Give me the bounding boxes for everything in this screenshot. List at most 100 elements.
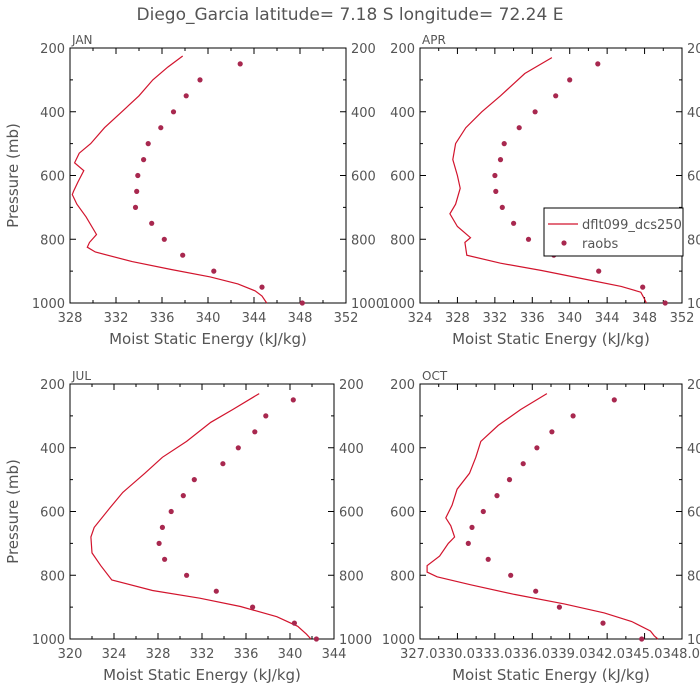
raob-point — [553, 93, 559, 99]
raob-point — [465, 540, 471, 547]
y-tick-label-right: 1000 — [687, 297, 700, 312]
y-axis-label: Pressure (mb) — [4, 123, 22, 228]
raob-point — [508, 572, 514, 578]
x-tick-label: 324 — [102, 647, 127, 662]
plot-frame — [69, 383, 335, 640]
panel-label: JUL — [71, 369, 91, 383]
raob-point — [595, 61, 601, 67]
raob-point — [600, 620, 606, 626]
raob-point — [570, 413, 576, 419]
y-tick-label-right: 800 — [351, 233, 376, 248]
raob-point — [149, 220, 155, 226]
y-tick-label: 200 — [390, 378, 415, 393]
y-tick-label: 400 — [390, 106, 415, 121]
x-tick-label: 348 — [288, 311, 313, 326]
y-axis-label: Pressure (mb) — [4, 459, 22, 564]
raob-point — [662, 300, 668, 306]
raob-point — [549, 429, 555, 435]
x-tick-label: 336 — [150, 311, 175, 326]
raob-point — [159, 524, 165, 531]
y-tick-label-right: 800 — [687, 233, 700, 248]
y-tick-label: 1000 — [382, 633, 415, 648]
y-tick-label-right: 400 — [687, 442, 700, 457]
raob-point — [567, 77, 573, 83]
x-tick-label: 344 — [595, 311, 620, 326]
y-tick-label: 1000 — [382, 297, 415, 312]
x-axis-label: Moist Static Energy (kJ/kg) — [452, 666, 650, 684]
raob-point — [263, 413, 269, 419]
raob-point — [313, 636, 319, 642]
raob-point — [191, 477, 197, 483]
y-tick-label-right: 800 — [687, 569, 700, 584]
raob-point — [250, 604, 256, 610]
x-tick-label: 352 — [670, 311, 695, 326]
x-tick-label: 332 — [482, 311, 507, 326]
raob-point — [534, 445, 540, 451]
legend-dots-label: raobs — [582, 237, 619, 252]
raob-point — [556, 604, 563, 610]
raob-point — [237, 61, 243, 67]
model-line — [449, 57, 647, 304]
x-tick-label: 336 — [520, 311, 545, 326]
x-tick-label: 340 — [196, 311, 221, 326]
raob-point — [291, 620, 297, 626]
y-tick-label-right: 600 — [687, 506, 700, 521]
legend-box — [543, 207, 684, 257]
raob-point — [184, 572, 190, 578]
x-tick-label: 332 — [104, 311, 129, 326]
raob-point — [145, 141, 151, 147]
panel-label: JAN — [71, 33, 93, 47]
x-tick-label: 344 — [242, 311, 267, 326]
y-tick-label: 1000 — [32, 297, 65, 312]
figure-title: Diego_Garcia latitude= 7.18 S longitude=… — [137, 5, 564, 25]
raob-point — [480, 508, 486, 515]
raob-point — [135, 172, 141, 179]
y-tick-label-right: 600 — [339, 506, 364, 521]
y-tick-label: 800 — [390, 569, 415, 584]
raob-point — [161, 236, 167, 242]
plot-frame — [419, 383, 683, 640]
panel-label: APR — [422, 33, 446, 47]
raob-point — [220, 461, 226, 467]
raob-point — [494, 493, 500, 499]
y-tick-label-right: 600 — [687, 170, 700, 185]
raob-point — [516, 125, 522, 131]
raob-point — [259, 284, 265, 290]
plot-frame — [419, 47, 683, 304]
raob-point — [290, 397, 296, 403]
panel-oct: OCT 200 200 400 400 600 600 800 800 1000 1000327.0… — [382, 369, 700, 684]
raob-point — [640, 284, 646, 290]
x-axis-label: Moist Static Energy (kJ/kg) — [109, 330, 307, 348]
y-tick-label: 600 — [390, 170, 415, 185]
y-tick-label-right: 400 — [339, 442, 364, 457]
raob-point — [170, 109, 177, 115]
raob-point — [469, 524, 475, 531]
y-tick-label-right: 600 — [351, 170, 376, 185]
y-tick-label: 800 — [40, 233, 65, 248]
x-tick-label: 328 — [445, 311, 470, 326]
y-tick-label: 1000 — [32, 633, 65, 648]
y-tick-label-right: 1000 — [339, 633, 372, 648]
raob-point — [497, 157, 504, 163]
plot-frame — [69, 47, 347, 304]
x-tick-label: 336 — [234, 647, 259, 662]
x-tick-label: 352 — [334, 311, 359, 326]
raob-point — [501, 141, 507, 147]
raob-point — [499, 204, 505, 210]
y-tick-label-right: 400 — [351, 106, 376, 121]
y-tick-label-right: 200 — [351, 42, 376, 57]
raob-point — [197, 77, 203, 83]
y-tick-label: 800 — [40, 569, 65, 584]
raob-point — [235, 445, 241, 451]
y-tick-label: 400 — [40, 442, 65, 457]
raob-point — [596, 268, 602, 274]
raob-point — [532, 109, 538, 115]
legend-line-label: dflt099_dcs250 — [582, 218, 682, 233]
panel-apr: APR2002004004006006008008001000100032432… — [382, 33, 700, 348]
y-tick-label: 800 — [390, 233, 415, 248]
model-line — [90, 393, 312, 640]
x-tick-labels: 327.0330.0333.0336.0339.0342.0345.0348.0 — [400, 647, 700, 662]
x-tick-label: 340 — [278, 647, 303, 662]
